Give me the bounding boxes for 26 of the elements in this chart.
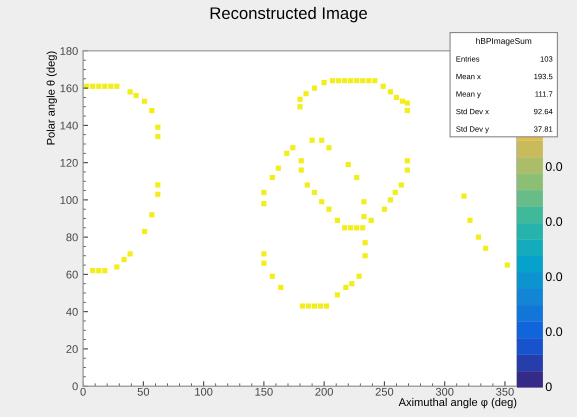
y-tick-label: 60 (66, 270, 78, 279)
x-tick-label: 250 (376, 388, 394, 396)
x-axis-title: Aximuthal angle φ (deg) (398, 398, 516, 408)
y-tick-label: 100 (60, 196, 78, 204)
y-tick-label: 80 (66, 233, 78, 242)
y-tick-label: 0 (72, 382, 78, 390)
text: 0.0 (546, 327, 562, 336)
text: hBPImageSum (476, 38, 532, 46)
y-tick-label: 140 (60, 122, 78, 130)
x-tick-label: 150 (255, 388, 273, 396)
chart-title: Reconstructed Image (210, 6, 367, 22)
x-tick-label: 100 (195, 388, 212, 396)
y-tick-label: 180 (60, 47, 78, 56)
y-tick-label: 20 (66, 345, 78, 354)
y-tick-label: 120 (60, 158, 78, 167)
x-tick-label: 300 (436, 388, 454, 396)
y-tick-label: 40 (66, 308, 78, 316)
x-tick-label: 0 (80, 388, 86, 396)
x-tick-label: 200 (315, 388, 333, 396)
y-axis-title: Polar angle θ (deg) (46, 52, 57, 144)
text: 0.0 (546, 217, 562, 226)
text: 0.0 (546, 162, 562, 171)
x-tick-label: 350 (496, 388, 514, 396)
y-tick-label: 160 (60, 84, 78, 92)
x-tick-label: 50 (138, 388, 150, 396)
text: 0.0 (546, 272, 562, 282)
